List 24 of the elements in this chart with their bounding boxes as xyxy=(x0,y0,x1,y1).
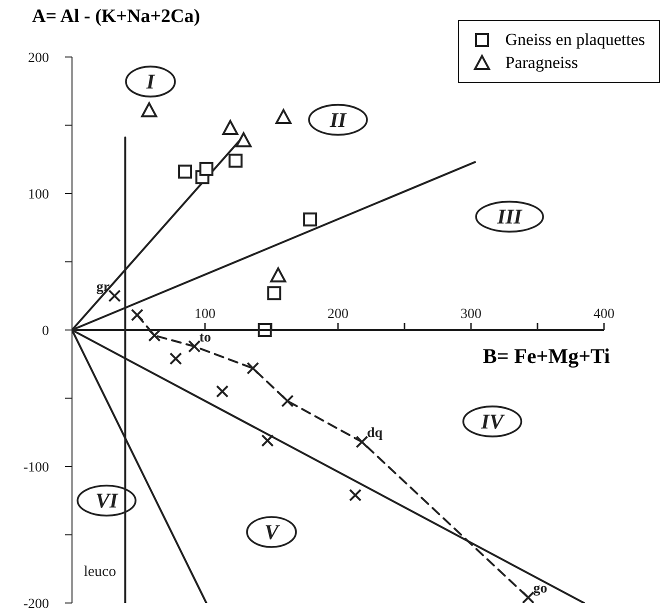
y-tick-label: -100 xyxy=(23,460,49,476)
y-tick-label: -200 xyxy=(23,596,49,612)
annotation: III xyxy=(496,204,523,229)
annotation: leuco xyxy=(84,564,116,580)
annotation: go xyxy=(533,582,548,597)
annotation: I xyxy=(145,70,156,94)
x-axis-title: B= Fe+Mg+Ti xyxy=(482,344,610,369)
x-tick-label: 200 xyxy=(328,307,348,322)
annotation: IV xyxy=(480,409,506,434)
y-axis-title: A= Al - (K+Na+2Ca) xyxy=(32,6,200,28)
annotation: dq xyxy=(366,426,383,441)
annotation: II xyxy=(328,108,347,132)
y-tick-label: 100 xyxy=(28,187,49,202)
annotation: V xyxy=(264,520,280,544)
annotation: VI xyxy=(95,488,118,513)
annotation: to xyxy=(199,330,212,346)
y-tick-label: 0 xyxy=(42,324,49,339)
legend-label: Gneiss en plaquettes xyxy=(505,30,645,50)
annotation: gr xyxy=(96,280,110,295)
x-tick-label: 300 xyxy=(460,307,482,322)
y-tick-label: 200 xyxy=(28,50,49,66)
legend-label: Paragneiss xyxy=(505,53,578,73)
x-tick-label: 400 xyxy=(594,307,614,322)
x-tick-label: 100 xyxy=(194,307,216,322)
